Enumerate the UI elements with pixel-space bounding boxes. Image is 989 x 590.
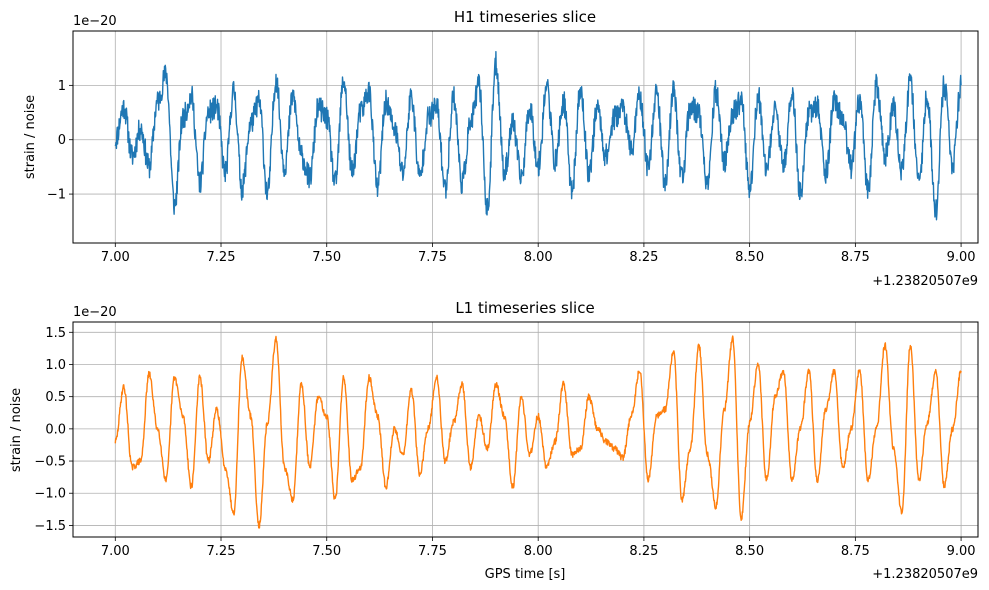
- h1-x-tick-label: 7.25: [207, 250, 236, 265]
- h1-y-scale-label: 1e−20: [73, 14, 117, 29]
- l1-y-tick-label: 0.5: [45, 390, 66, 405]
- h1-series: [114, 50, 962, 221]
- h1-ticks: 7.00 7.25 7.50 7.75 8.00 8.25 8.50 8.75 9.00 −1 0 1: [47, 79, 976, 265]
- h1-y-axis-label: strain / noise: [23, 95, 38, 179]
- h1-grid: [73, 31, 978, 243]
- h1-x-tick-label: 7.50: [312, 250, 341, 265]
- l1-x-tick-label: 8.75: [841, 544, 870, 559]
- h1-x-tick-label: 8.25: [629, 250, 658, 265]
- l1-series-line: [114, 335, 962, 529]
- l1-y-tick-label: −1.0: [34, 487, 66, 502]
- l1-axes-frame: [72, 321, 979, 538]
- l1-x-tick-label: 7.00: [101, 544, 130, 559]
- l1-y-scale-label: 1e−20: [73, 305, 117, 320]
- l1-title: L1 timeseries slice: [455, 299, 594, 317]
- h1-series-line: [114, 50, 962, 221]
- l1-x-tick-label: 7.25: [207, 544, 236, 559]
- h1-x-offset-label: +1.23820507e9: [872, 274, 978, 289]
- h1-title: H1 timeseries slice: [454, 8, 596, 26]
- l1-y-tick-label: 0.0: [45, 422, 66, 437]
- l1-x-offset-label: +1.23820507e9: [872, 567, 978, 582]
- l1-series: [114, 335, 962, 529]
- h1-x-tick-label: 7.00: [101, 250, 130, 265]
- h1-x-tick-label: 8.50: [735, 250, 764, 265]
- h1-x-tick-label: 8.75: [841, 250, 870, 265]
- l1-x-axis-label: GPS time [s]: [485, 567, 566, 582]
- l1-y-tick-label: 1.5: [45, 326, 66, 341]
- h1-y-tick-label: 0: [58, 133, 66, 148]
- h1-x-tick-label: 8.00: [524, 250, 553, 265]
- l1-x-tick-label: 7.75: [418, 544, 447, 559]
- h1-panel: 7.00 7.25 7.50 7.75 8.00 8.25 8.50 8.75 9.00 −1 0 1…: [23, 8, 979, 289]
- l1-x-tick-label: 8.00: [524, 544, 553, 559]
- l1-y-tick-label: −0.5: [34, 455, 66, 470]
- l1-y-tick-label: −1.5: [34, 519, 66, 534]
- l1-x-tick-label: 8.50: [735, 544, 764, 559]
- l1-panel: 7.00 7.25 7.50 7.75 8.00 8.25 8.50 8.75 9.00 −1.5…: [9, 299, 979, 582]
- h1-x-tick-label: 9.00: [947, 250, 976, 265]
- l1-x-tick-label: 7.50: [312, 544, 341, 559]
- h1-axes-frame: [72, 30, 979, 244]
- h1-y-tick-label: 1: [58, 79, 66, 94]
- l1-x-tick-label: 8.25: [629, 544, 658, 559]
- l1-ticks: 7.00 7.25 7.50 7.75 8.00 8.25 8.50 8.75 9.00 −1.5…: [34, 326, 975, 559]
- l1-y-tick-label: 1.0: [45, 358, 66, 373]
- l1-x-tick-label: 9.00: [947, 544, 976, 559]
- l1-y-axis-label: strain / noise: [9, 388, 24, 472]
- h1-y-tick-label: −1: [47, 188, 66, 203]
- h1-x-tick-label: 7.75: [418, 250, 447, 265]
